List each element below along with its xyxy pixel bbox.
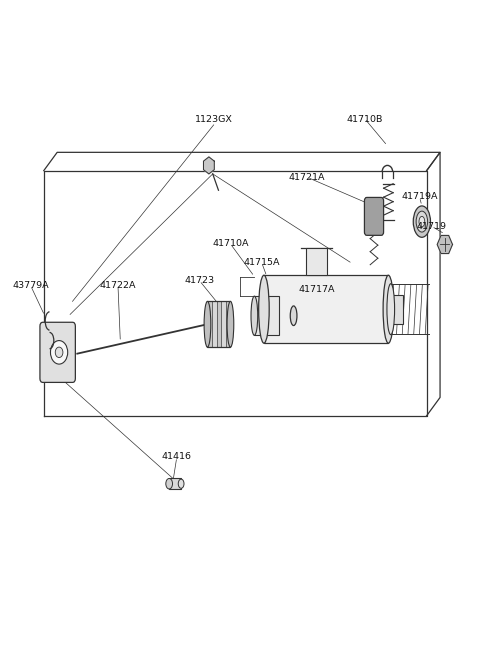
Circle shape [50, 341, 68, 364]
Ellipse shape [416, 211, 428, 232]
Text: 41416: 41416 [162, 453, 192, 461]
Bar [207, 301, 212, 347]
Bar [254, 296, 279, 335]
Bar [226, 301, 230, 347]
Text: 1123GX: 1123GX [195, 115, 233, 124]
Text: 41710A: 41710A [212, 239, 249, 248]
FancyBboxPatch shape [40, 322, 75, 383]
Ellipse shape [166, 479, 172, 489]
Ellipse shape [251, 296, 258, 335]
Text: 41715A: 41715A [243, 257, 280, 267]
Ellipse shape [290, 306, 297, 326]
Ellipse shape [227, 301, 234, 347]
Bar [216, 301, 221, 347]
Text: 41721A: 41721A [289, 173, 325, 181]
Text: 41710B: 41710B [346, 115, 383, 124]
Ellipse shape [387, 284, 395, 335]
Text: 41719A: 41719A [401, 193, 438, 201]
Text: 41719: 41719 [417, 221, 446, 231]
FancyBboxPatch shape [364, 197, 384, 235]
Ellipse shape [204, 301, 211, 347]
Ellipse shape [178, 479, 184, 488]
Ellipse shape [383, 275, 394, 343]
Text: 41717A: 41717A [299, 285, 335, 294]
Ellipse shape [419, 216, 425, 227]
Bar [212, 301, 216, 347]
Ellipse shape [259, 275, 269, 343]
Circle shape [55, 347, 63, 358]
Polygon shape [437, 235, 453, 253]
Bar [306, 248, 327, 275]
Ellipse shape [413, 206, 431, 237]
Bar [207, 301, 230, 347]
Bar [221, 301, 226, 347]
Bar [169, 479, 181, 489]
Text: 41723: 41723 [184, 276, 215, 285]
Bar [264, 275, 388, 343]
Bar [388, 295, 403, 324]
Polygon shape [204, 157, 214, 174]
Text: 41722A: 41722A [100, 280, 136, 290]
Text: 43779A: 43779A [12, 280, 48, 290]
